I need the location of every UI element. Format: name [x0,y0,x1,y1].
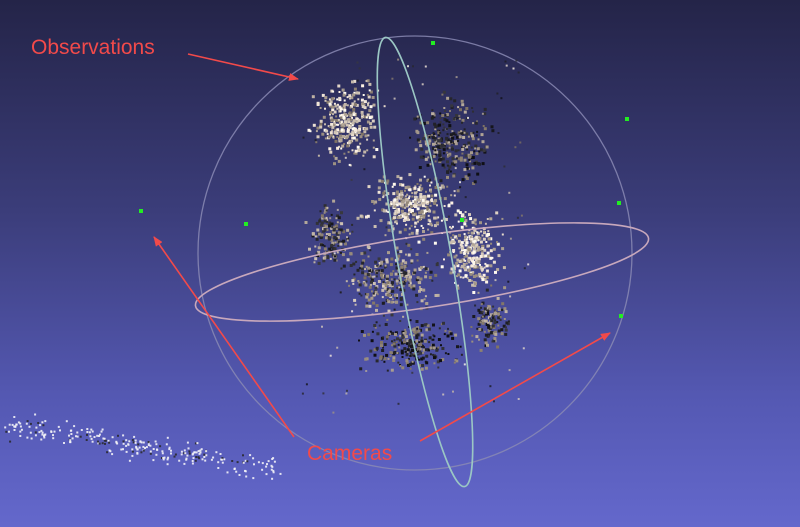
observations-label: Observations [31,36,155,59]
trackball-horizontal-ring [194,222,650,322]
camera-marker [617,201,621,205]
camera-marker [139,209,143,213]
camera-marker [431,41,435,45]
trackball-gizmo[interactable] [197,35,633,471]
camera-markers [139,41,629,318]
ground-point-cloud [4,413,282,480]
observations-arrow [187,53,299,81]
annotation-arrows [153,53,611,442]
trackball-vertical-ring [376,36,474,488]
camera-marker [244,222,248,226]
trackball-outer-circle [197,35,633,471]
camera-marker [625,117,629,121]
camera-marker [460,218,464,222]
cameras-arrow-right [419,332,611,442]
camera-marker [619,314,623,318]
cameras-label: Cameras [307,442,393,465]
cameras-arrow-left [153,236,295,438]
